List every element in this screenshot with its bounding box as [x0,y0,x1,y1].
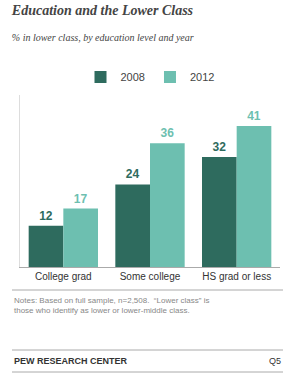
svg-text:2012: 2012 [190,71,214,83]
svg-text:Notes: Based on full sample, n: Notes: Based on full sample, n=2,508. “L… [14,296,209,315]
svg-text:HS grad or less: HS grad or less [202,271,271,282]
svg-text:Q5: Q5 [269,356,281,366]
svg-text:% in lower class, by education: % in lower class, by education level and… [12,32,194,43]
svg-text:41: 41 [247,109,261,123]
svg-text:College grad: College grad [35,271,92,282]
svg-text:32: 32 [212,140,226,154]
svg-text:36: 36 [160,126,174,140]
svg-text:12: 12 [39,209,53,223]
svg-text:17: 17 [74,192,88,206]
svg-text:Education and the Lower Class: Education and the Lower Class [11,3,194,18]
svg-text:Some college: Some college [120,271,181,282]
svg-text:2008: 2008 [121,71,145,83]
svg-text:24: 24 [126,167,140,181]
svg-text:PEW RESEARCH CENTER: PEW RESEARCH CENTER [14,356,128,366]
